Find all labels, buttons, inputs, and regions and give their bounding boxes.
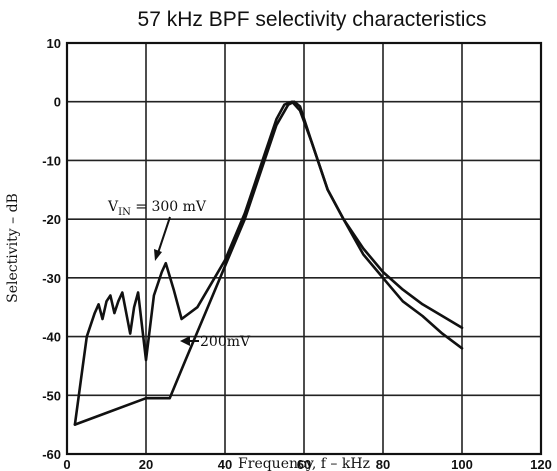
annotation-300mv-rest: = 300 mV	[131, 199, 207, 215]
y-tick-label: -10	[42, 153, 61, 168]
x-tick-label: 20	[139, 457, 153, 471]
x-axis-label: Frequency, f – kHz	[238, 456, 370, 471]
y-tick-label: -50	[42, 388, 61, 403]
chart-title: 57 kHz BPF selectivity characteristics	[138, 8, 487, 31]
x-tick-label: 80	[376, 457, 390, 471]
y-tick-labels: 10 0 -10 -20 -30 -40 -50 -60	[42, 36, 61, 462]
x-tick-labels: 0 20 40 60 80 100 120	[63, 457, 551, 471]
plot-frame	[65, 41, 543, 456]
x-tick-label: 100	[451, 457, 473, 471]
y-tick-label: 10	[47, 36, 61, 51]
annotation-300mv-v: V	[107, 199, 119, 215]
y-tick-label: -20	[42, 212, 61, 227]
x-tick-label: 60	[297, 457, 311, 471]
x-tick-label: 0	[63, 457, 70, 471]
annotation-300mv-pointer	[157, 216, 171, 254]
annotation-300mv-arrowhead	[154, 249, 162, 261]
annotation-200mv: 200mV	[200, 334, 251, 350]
y-tick-label: -60	[42, 447, 61, 462]
annotation-300mv-sub: IN	[118, 207, 131, 218]
series-lines	[73, 100, 464, 426]
series-line-200mv	[73, 100, 464, 426]
y-tick-label: -30	[42, 271, 61, 286]
grid	[67, 43, 541, 454]
y-tick-label: -40	[42, 330, 61, 345]
x-tick-label: 120	[530, 457, 552, 471]
x-tick-label: 40	[218, 457, 232, 471]
y-tick-label: 0	[54, 95, 61, 110]
annotation-200mv-arrowhead	[180, 336, 190, 346]
annotation-300mv: VIN = 300 mV	[107, 199, 207, 218]
y-axis-label: Selectivity – dB	[5, 193, 21, 303]
